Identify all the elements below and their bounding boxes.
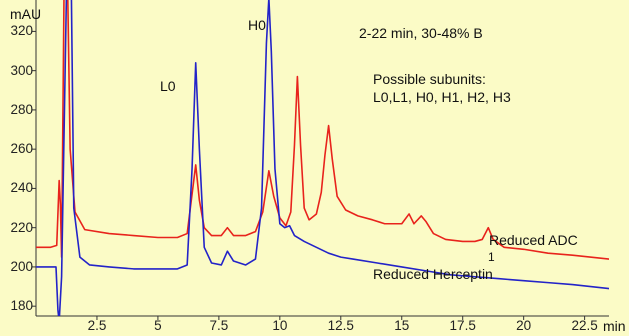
y-tick-label: 300 xyxy=(10,62,33,78)
peak-label-h0: H0 xyxy=(248,17,266,33)
y-tick-label: 320 xyxy=(10,23,33,39)
x-tick-label: 7.5 xyxy=(209,318,229,333)
x-tick-label: 22.5 xyxy=(571,318,598,333)
y-tick-label: 220 xyxy=(10,219,33,235)
y-tick-label: 240 xyxy=(10,180,33,196)
x-tick-label: 20 xyxy=(516,318,532,333)
subunits-list-annotation: L0,L1, H0, H1, H2, H3 xyxy=(373,89,511,105)
y-tick-label: 180 xyxy=(10,298,33,314)
x-tick-label: 12.5 xyxy=(327,318,354,333)
y-axis-label: mAU xyxy=(10,6,42,22)
y-tick-label: 260 xyxy=(10,141,33,157)
x-tick-label: 15 xyxy=(394,318,410,333)
series-line-reduced-adc xyxy=(36,0,609,260)
y-tick-label: 280 xyxy=(10,101,33,117)
peak-label-l0: L0 xyxy=(160,78,176,94)
series-line-reduced-herceptin xyxy=(36,0,609,316)
x-tick-label: 2.5 xyxy=(87,318,107,333)
series-label-reduced-adc: Reduced ADC xyxy=(489,232,578,248)
y-tick-label: 200 xyxy=(10,258,33,274)
gradient-annotation: 2-22 min, 30-48% B xyxy=(359,25,483,41)
x-tick-label: 5 xyxy=(154,318,162,333)
series-label-reduced-adc-index: 1 xyxy=(488,250,495,264)
series-label-reduced-herceptin: Reduced Herceptin xyxy=(373,266,493,282)
x-tick-label: 10 xyxy=(272,318,288,333)
x-tick-label: 17.5 xyxy=(449,318,476,333)
subunits-title-annotation: Possible subunits: xyxy=(373,71,486,87)
x-axis-label: min xyxy=(603,318,626,334)
